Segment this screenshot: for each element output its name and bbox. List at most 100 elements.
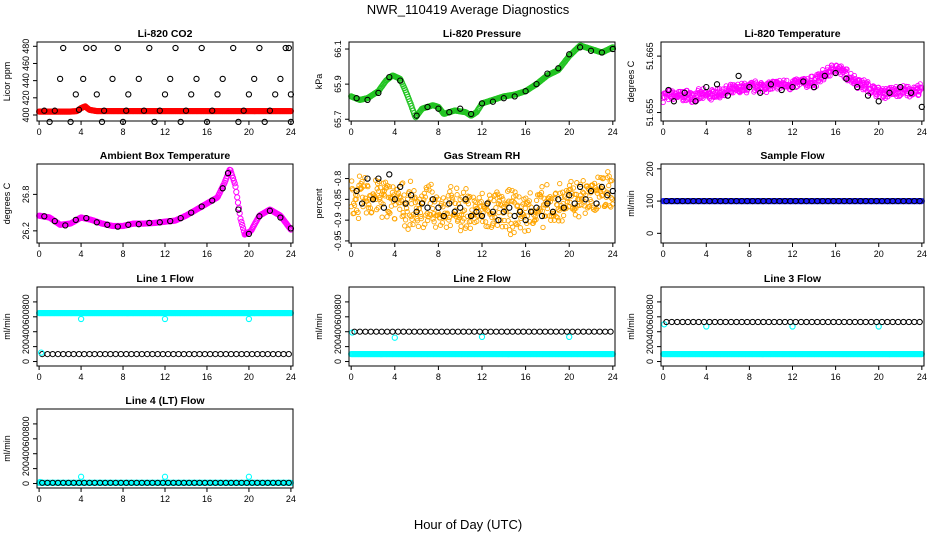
data-point xyxy=(889,91,896,97)
x-tick-label: 0 xyxy=(661,127,666,137)
data-point xyxy=(580,189,586,195)
y-tick-label: 800 xyxy=(645,294,655,309)
data-point xyxy=(697,95,704,101)
data-point xyxy=(285,479,292,486)
data-point xyxy=(493,205,499,211)
x-tick-label: 16 xyxy=(521,372,531,382)
data-point xyxy=(156,107,163,114)
y-tick-label: 420 xyxy=(21,90,31,105)
data-point xyxy=(499,193,505,200)
data-point xyxy=(413,208,420,215)
data-point xyxy=(51,217,58,225)
data-point xyxy=(458,223,464,229)
data-point xyxy=(453,207,459,213)
panel-title: Line 3 Flow xyxy=(764,273,822,285)
data-point xyxy=(487,328,494,335)
data-point xyxy=(533,197,540,204)
data-point xyxy=(884,318,891,326)
x-tick-label: 24 xyxy=(608,249,618,259)
data-point xyxy=(430,216,436,222)
data-point xyxy=(509,224,516,230)
data-point xyxy=(886,89,893,96)
data-point xyxy=(660,99,666,106)
data-point xyxy=(843,75,850,82)
data-point xyxy=(102,351,109,358)
data-point xyxy=(438,201,445,207)
data-point xyxy=(188,209,195,216)
x-tick-label: 24 xyxy=(608,127,618,137)
data-point xyxy=(402,200,409,207)
data-point xyxy=(349,178,355,184)
data-point xyxy=(478,198,484,205)
series-black xyxy=(351,328,614,335)
data-point xyxy=(429,189,435,195)
x-tick-label: 4 xyxy=(392,249,397,259)
series-black xyxy=(41,44,295,126)
data-point xyxy=(62,222,69,229)
series-cyan xyxy=(38,349,45,356)
data-point xyxy=(595,174,601,180)
data-point xyxy=(219,185,226,192)
data-point xyxy=(681,89,688,96)
data-point xyxy=(144,351,151,358)
y-tick-label: 200 xyxy=(645,161,655,176)
y-tick-label: 0 xyxy=(645,231,655,236)
data-point xyxy=(77,315,85,323)
data-point xyxy=(706,318,713,326)
data-point xyxy=(401,192,407,198)
y-tick-label: 0 xyxy=(645,359,655,364)
x-tick-label: 24 xyxy=(608,372,618,382)
data-point xyxy=(245,315,253,323)
x-tick-label: 8 xyxy=(436,249,441,259)
data-point xyxy=(668,318,675,326)
data-point xyxy=(165,351,172,358)
data-point xyxy=(435,204,442,211)
data-point xyxy=(435,196,442,202)
data-point xyxy=(462,196,469,203)
data-point xyxy=(266,107,274,114)
panel-8: Line 3 Flow ml/min 0 4 8 12 16 20 24 0 20040060080… xyxy=(626,273,927,382)
data-point xyxy=(489,208,497,215)
data-point xyxy=(80,75,87,83)
data-point xyxy=(128,351,135,358)
x-tick-label: 12 xyxy=(477,127,487,137)
data-point xyxy=(414,218,421,224)
data-point xyxy=(285,44,292,52)
data-point xyxy=(170,351,177,358)
data-point xyxy=(711,318,719,326)
data-point xyxy=(277,214,284,221)
x-tick-label: 0 xyxy=(349,249,354,259)
data-point xyxy=(86,351,93,358)
data-point xyxy=(107,351,114,358)
plot-frame xyxy=(36,408,294,489)
data-point xyxy=(522,228,528,234)
data-point xyxy=(555,206,561,212)
series-cyan xyxy=(77,315,253,323)
data-point xyxy=(692,98,699,105)
data-point xyxy=(857,318,864,326)
y-axis-label: degrees C xyxy=(626,60,636,102)
data-point xyxy=(277,75,284,83)
data-point xyxy=(566,333,573,341)
series-black xyxy=(663,198,923,205)
data-point xyxy=(151,118,158,126)
data-point xyxy=(911,318,918,326)
data-point xyxy=(549,208,557,215)
y-axis-label: Licor ppm xyxy=(2,62,12,102)
data-point xyxy=(868,318,875,326)
data-point xyxy=(701,318,708,326)
data-point xyxy=(397,183,404,191)
data-point xyxy=(540,224,546,231)
x-tick-label: 20 xyxy=(874,372,884,382)
data-point xyxy=(722,318,729,326)
series-cyan xyxy=(36,310,294,317)
y-tick-label: 26.8 xyxy=(21,186,31,204)
data-point xyxy=(792,318,799,326)
data-point xyxy=(175,351,182,358)
data-point xyxy=(405,328,413,335)
x-tick-label: 20 xyxy=(564,372,574,382)
y-tick-label: 440 xyxy=(21,73,31,88)
data-point xyxy=(386,183,393,190)
data-point xyxy=(897,83,904,91)
data-point xyxy=(161,315,169,323)
